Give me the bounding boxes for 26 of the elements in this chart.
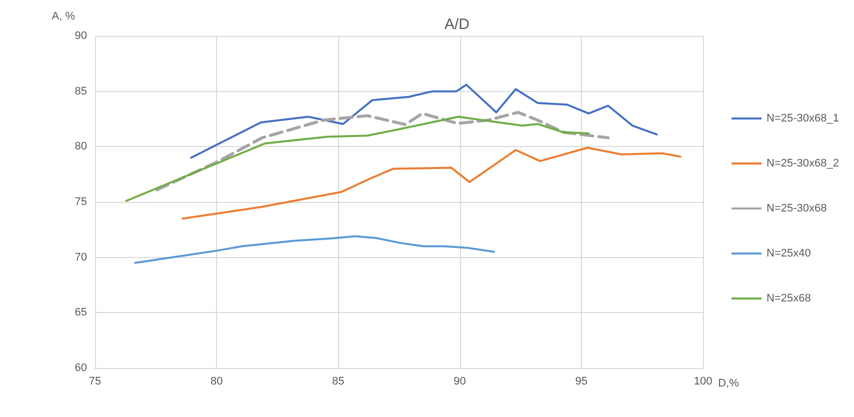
x-tick-label: 95 xyxy=(575,376,588,388)
y-tick-label: 70 xyxy=(74,251,87,264)
y-tick-label: 65 xyxy=(74,306,87,319)
legend-label: N=25-30x68 xyxy=(766,202,827,214)
y-axis-title: A, % xyxy=(52,10,76,22)
legend-label: N=25-30x68_2 xyxy=(766,158,840,170)
line-series xyxy=(156,110,610,192)
y-tick-label: 90 xyxy=(74,30,87,42)
x-tick-label: 85 xyxy=(332,376,344,388)
y-tick-label: 75 xyxy=(74,196,87,208)
y-tick-label: 80 xyxy=(74,140,87,153)
line-series xyxy=(125,116,590,202)
line-series xyxy=(134,235,495,264)
x-tick-label: 75 xyxy=(88,376,102,388)
legend-label: N=25x40 xyxy=(766,248,811,260)
line-series xyxy=(182,146,682,220)
y-tick-label: 85 xyxy=(74,85,87,98)
line-series xyxy=(190,84,658,159)
legend-label: N=25x68 xyxy=(766,292,811,304)
chart-title: A/D xyxy=(444,16,470,33)
y-tick-label: 60 xyxy=(74,362,87,374)
x-tick-label: 80 xyxy=(210,376,223,388)
legend-label: N=25-30x68_1 xyxy=(766,112,840,124)
x-tick-label: 100 xyxy=(694,376,712,388)
x-tick-label: 90 xyxy=(454,376,466,388)
x-axis-title: D,% xyxy=(718,378,740,390)
